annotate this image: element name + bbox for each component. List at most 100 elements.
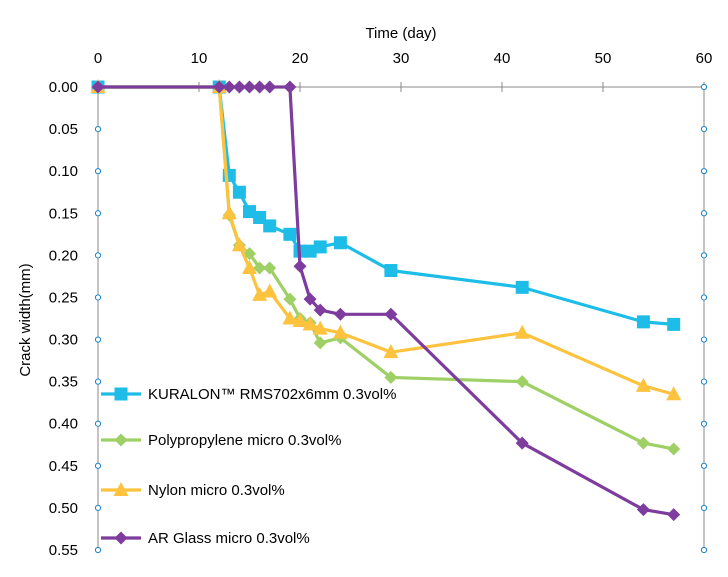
y-tick-right [700, 420, 708, 427]
data-point [667, 442, 681, 456]
y-tick [94, 210, 102, 217]
data-point [313, 240, 327, 254]
x-tick-label: 30 [393, 50, 410, 67]
data-point [636, 315, 650, 329]
legend-label: Nylon micro 0.3vol% [148, 482, 285, 499]
y-tick-label: 0.25 [49, 289, 78, 306]
y-tick [94, 252, 102, 259]
x-tick-label: 0 [94, 50, 102, 67]
y-tick-label: 0.10 [49, 163, 78, 180]
legend-marker [113, 482, 129, 496]
y-tick-label: 0.35 [49, 374, 78, 391]
legend-marker [114, 387, 128, 401]
data-point [232, 185, 246, 199]
data-point [263, 80, 277, 94]
data-point [515, 436, 529, 450]
y-axis-title: Crack width(mm) [17, 263, 34, 376]
data-point [313, 336, 327, 350]
data-point [253, 210, 267, 224]
y-tick-right [700, 125, 708, 133]
series-0 [91, 80, 681, 331]
legend-marker [114, 531, 128, 545]
y-tick-label: 0.30 [49, 332, 78, 349]
y-tick-label: 0.45 [49, 458, 78, 475]
data-point [515, 375, 529, 389]
data-point [232, 80, 246, 94]
y-tick [94, 504, 102, 512]
data-point [384, 370, 398, 384]
legend-marker [114, 433, 128, 447]
legend-entry-0: KURALON™ RMS702x6mm 0.3vol% [101, 386, 396, 403]
data-point [313, 303, 327, 317]
data-point [263, 261, 277, 275]
x-axis-title: Time (day) [365, 25, 436, 42]
y-tick [94, 336, 102, 343]
y-tick-right [700, 83, 708, 91]
data-point [332, 324, 348, 339]
x-tick-label: 10 [191, 50, 208, 67]
y-tick-label: 0.50 [49, 500, 78, 517]
series-2 [90, 79, 682, 401]
y-tick-right [700, 546, 708, 554]
data-point [667, 317, 681, 331]
legend-entry-1: Polypropylene micro 0.3vol% [101, 432, 341, 449]
y-tick-label: 0.40 [49, 416, 78, 433]
series-line [98, 85, 675, 396]
data-point [283, 227, 297, 241]
data-point [666, 386, 682, 401]
legend-entry-2: Nylon micro 0.3vol% [101, 482, 285, 499]
data-point [515, 280, 529, 294]
data-point [292, 313, 308, 328]
data-point [635, 377, 651, 392]
y-tick-label: 0.55 [49, 542, 78, 559]
y-tick-right [700, 378, 708, 385]
data-point [253, 80, 267, 94]
legend-entry-3: AR Glass micro 0.3vol% [101, 530, 310, 547]
y-tick [94, 546, 102, 554]
series-line [98, 85, 674, 326]
data-point [262, 283, 278, 298]
data-point [384, 264, 398, 278]
data-point [212, 80, 226, 94]
x-tick-label: 40 [494, 50, 511, 67]
y-tick-label: 0.15 [49, 205, 78, 222]
legend: KURALON™ RMS702x6mm 0.3vol% Polypropylene… [101, 386, 396, 547]
y-tick-right [700, 210, 708, 217]
data-point [91, 80, 105, 94]
x-tick-label: 50 [595, 50, 612, 67]
legend-label: KURALON™ RMS702x6mm 0.3vol% [148, 386, 396, 403]
y-tick-right [700, 168, 708, 175]
series-line [98, 85, 674, 517]
data-point [231, 237, 247, 252]
y-tick [94, 125, 102, 133]
legend-label: AR Glass micro 0.3vol% [148, 530, 310, 547]
y-tick-right [700, 336, 708, 343]
data-point [303, 244, 317, 258]
data-point [302, 316, 318, 331]
y-tick-label: 0.20 [49, 247, 78, 264]
data-point [312, 320, 328, 335]
data-point [283, 292, 297, 306]
y-tick-right [700, 504, 708, 512]
y-tick [94, 168, 102, 175]
data-point [384, 307, 398, 321]
data-point [222, 80, 236, 94]
data-point [636, 436, 650, 450]
data-point [636, 503, 650, 517]
y-tick-right [700, 294, 708, 301]
y-tick [94, 294, 102, 301]
y-tick-label: 0.05 [49, 121, 78, 138]
data-point [303, 292, 317, 306]
data-point [333, 307, 347, 321]
y-tick-right [700, 252, 708, 259]
y-tick-label: 0.00 [49, 79, 78, 96]
y-tick [94, 420, 102, 427]
data-point [221, 205, 237, 220]
data-point [283, 80, 297, 94]
data-point [667, 508, 681, 522]
legend-label: Polypropylene micro 0.3vol% [148, 432, 341, 449]
data-point [333, 236, 347, 250]
data-point [293, 259, 307, 273]
data-point [243, 205, 256, 219]
